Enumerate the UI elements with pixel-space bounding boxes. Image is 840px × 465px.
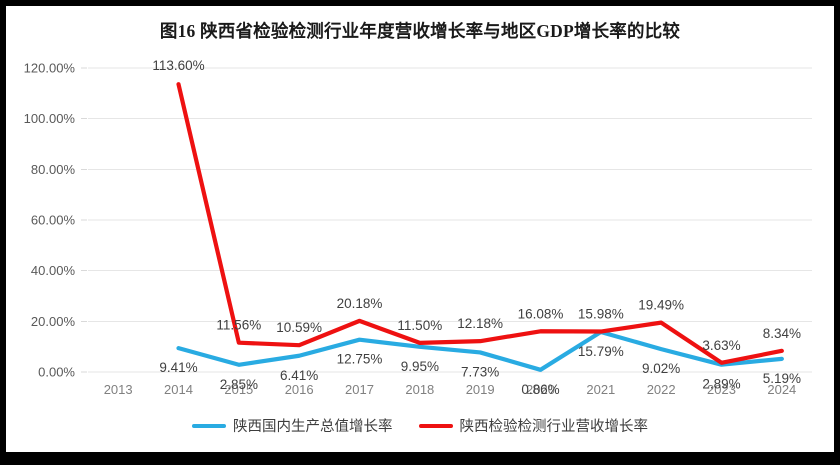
x-axis-tick-label: 2014 bbox=[164, 382, 193, 397]
y-axis-tick-label: 0.00% bbox=[38, 365, 75, 380]
y-axis-tick-label: 120.00% bbox=[24, 61, 76, 76]
legend-entry-industry[interactable]: 陕西检验检测行业营收增长率 bbox=[418, 415, 649, 436]
data-point-label: 3.63% bbox=[702, 338, 740, 353]
data-point-label: 15.79% bbox=[578, 344, 624, 359]
x-axis-tick-label: 2016 bbox=[285, 382, 314, 397]
data-point-label: 16.08% bbox=[518, 306, 564, 321]
legend-label-gdp: 陕西国内生产总值增长率 bbox=[233, 419, 393, 435]
data-point-label: 11.50% bbox=[397, 318, 442, 333]
x-axis-tick-labels: 2013 2014 2015 2016 2017 2018 2019 2020 2021 2022… bbox=[104, 382, 797, 397]
grid-lines bbox=[88, 67, 812, 373]
x-axis-tick-label: 2024 bbox=[767, 382, 796, 397]
data-point-label: 19.49% bbox=[638, 298, 684, 313]
x-axis-tick-label: 2020 bbox=[526, 382, 555, 397]
legend-entry-gdp[interactable]: 陕西国内生产总值增长率 bbox=[192, 415, 393, 436]
chart-legend: 陕西国内生产总值增长率 陕西检验检测行业营收增长率 bbox=[6, 415, 834, 436]
data-point-label: 5.19% bbox=[763, 371, 801, 386]
x-axis-tick-label: 2021 bbox=[586, 382, 615, 397]
data-point-label: 9.95% bbox=[401, 359, 439, 374]
data-point-label: 9.02% bbox=[642, 361, 680, 376]
y-axis-tick-labels: 0.00% 20.00% 40.00% 60.00% 80.00% 100.00% 120.… bbox=[24, 61, 76, 380]
data-point-label: 0.86% bbox=[521, 382, 559, 397]
data-point-label: 15.98% bbox=[578, 307, 624, 322]
chart-plot-area: 0.00% 20.00% 40.00% 60.00% 80.00% 100.00% 120.… bbox=[24, 58, 812, 397]
chart-container: 图16 陕西省检验检测行业年度营收增长率与地区GDP增长率的比较 0.00% 20… bbox=[6, 6, 834, 452]
data-point-label: 12.75% bbox=[337, 352, 383, 367]
data-point-label: 9.41% bbox=[159, 360, 197, 375]
y-axis-tick-label: 20.00% bbox=[31, 314, 76, 329]
y-axis-ticks bbox=[81, 67, 87, 373]
data-point-label: 11.56% bbox=[216, 318, 261, 333]
series-lines bbox=[176, 82, 784, 372]
series-line-gdp[interactable] bbox=[176, 329, 784, 372]
series-line-industry[interactable] bbox=[176, 82, 784, 365]
x-axis-tick-label: 2018 bbox=[405, 382, 434, 397]
x-axis-tick-label: 2015 bbox=[224, 382, 253, 397]
data-point-label: 2.85% bbox=[220, 377, 258, 392]
legend-swatch-industry bbox=[418, 423, 453, 428]
data-point-label: 113.60% bbox=[152, 58, 204, 73]
x-axis-tick-label: 2013 bbox=[104, 382, 133, 397]
x-axis-tick-label: 2023 bbox=[707, 382, 736, 397]
legend-swatch-gdp bbox=[192, 423, 226, 428]
y-axis-tick-label: 40.00% bbox=[31, 263, 76, 278]
data-point-label: 7.73% bbox=[461, 364, 499, 379]
data-point-label: 12.18% bbox=[457, 316, 503, 331]
data-point-label: 2.89% bbox=[702, 377, 740, 392]
y-axis-tick-label: 100.00% bbox=[24, 111, 76, 126]
chart-title: 图16 陕西省检验检测行业年度营收增长率与地区GDP增长率的比较 bbox=[159, 21, 681, 41]
data-point-labels: 9.41% 2.85% 6.41% 12.75% 9.95% 7.73% 0.86% 15.7… bbox=[152, 58, 801, 397]
x-axis-tick-label: 2017 bbox=[345, 382, 374, 397]
y-axis-tick-label: 80.00% bbox=[31, 162, 76, 177]
data-point-label: 10.59% bbox=[276, 320, 322, 335]
data-point-label: 20.18% bbox=[337, 296, 383, 311]
x-axis-tick-label: 2019 bbox=[466, 382, 495, 397]
data-point-label: 6.41% bbox=[280, 368, 318, 383]
x-axis-tick-label: 2022 bbox=[647, 382, 676, 397]
y-axis-tick-label: 60.00% bbox=[31, 213, 76, 228]
data-point-label: 8.34% bbox=[763, 326, 801, 341]
legend-label-industry: 陕西检验检测行业营收增长率 bbox=[459, 419, 649, 435]
